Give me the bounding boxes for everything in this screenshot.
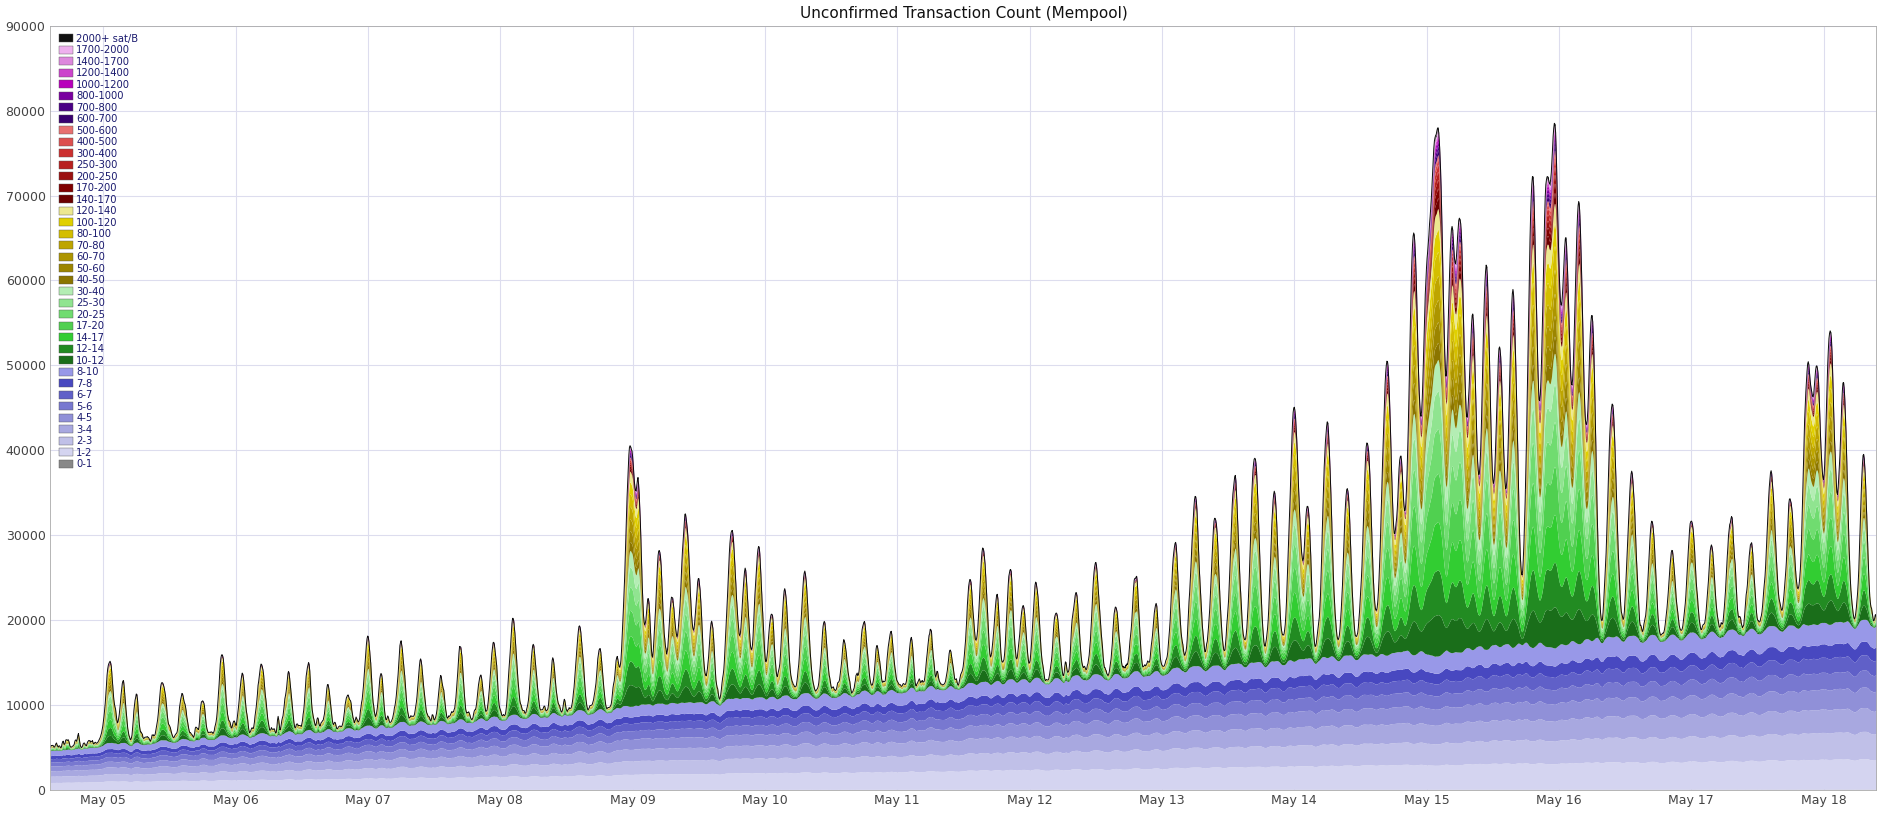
Legend: 2000+ sat/B, 1700-2000, 1400-1700, 1200-1400, 1000-1200, 800-1000, 700-800, 600-: 2000+ sat/B, 1700-2000, 1400-1700, 1200-… (56, 32, 141, 472)
Title: Unconfirmed Transaction Count (Mempool): Unconfirmed Transaction Count (Mempool) (800, 6, 1127, 20)
